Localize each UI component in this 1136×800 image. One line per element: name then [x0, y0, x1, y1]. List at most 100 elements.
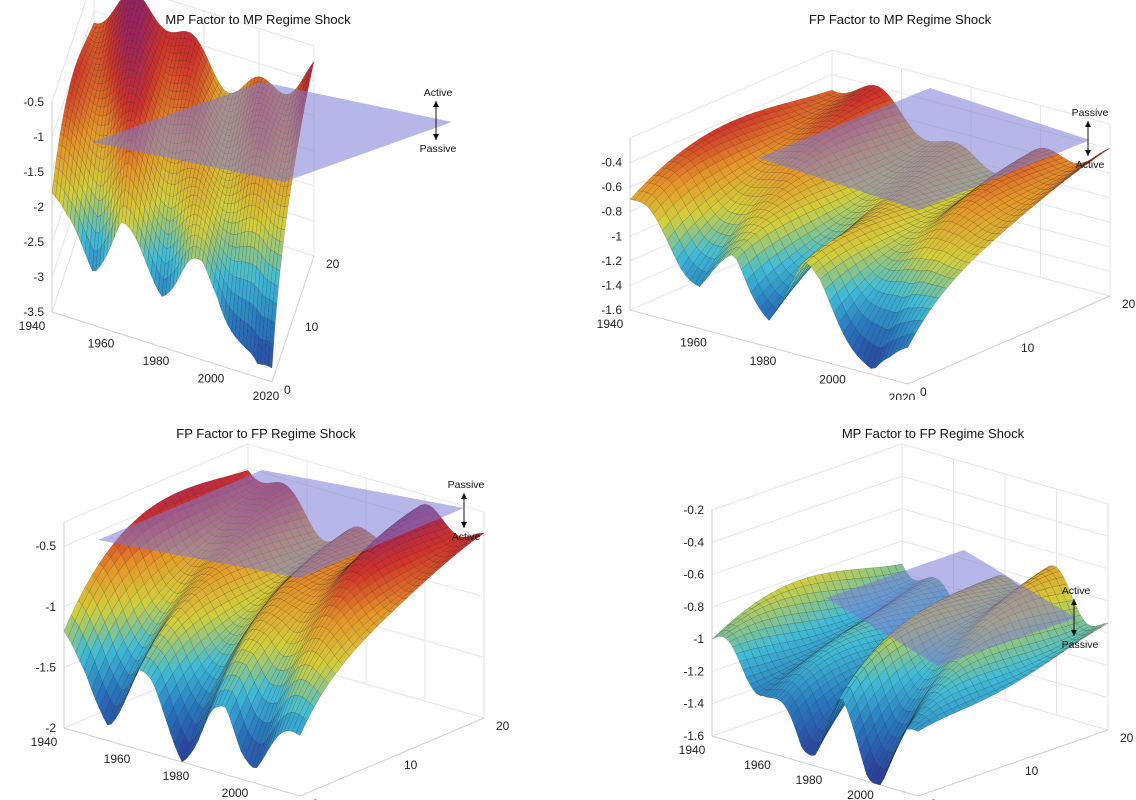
z-tick-label: -2.5	[23, 235, 44, 249]
surface-patch	[941, 277, 955, 289]
surface-chart-mp-fp: 1940196019802000202001020-1.6-1.4-1.2-1-…	[679, 426, 1134, 800]
surface-patch	[121, 0, 126, 5]
surface-patch	[1043, 187, 1056, 197]
y-axis-line	[299, 717, 485, 797]
z-tick-label: -3	[33, 270, 44, 284]
surface-patch	[309, 690, 322, 708]
surface-patch	[306, 68, 313, 82]
y-tick-label: 0	[284, 383, 291, 397]
z-tick-label: -1	[33, 130, 44, 144]
surface-mesh	[51, 0, 315, 369]
z-tick-label: -1.5	[23, 165, 44, 179]
surface-patch	[295, 717, 308, 736]
y-tick-label: 0	[312, 797, 319, 800]
surface-patch	[373, 616, 386, 627]
surface-patch	[331, 660, 343, 675]
z-tick-label: -1.4	[601, 278, 622, 292]
surface-patch	[268, 342, 274, 369]
chart-title: FP Factor to FP Regime Shock	[176, 426, 356, 441]
surface-patch	[271, 301, 278, 324]
surface-patch	[430, 566, 442, 574]
z-gridline	[51, 0, 315, 103]
z-tick-label: -0.6	[601, 180, 622, 194]
x-tick-label: 2020	[253, 389, 280, 400]
y-axis-line	[271, 255, 315, 383]
x-tick-label: 1980	[143, 354, 170, 368]
chart-title: FP Factor to MP Regime Shock	[809, 12, 992, 27]
surface-patch	[272, 284, 279, 305]
z-tick-label: -0.5	[35, 539, 56, 553]
surface-patch	[281, 217, 287, 230]
surface-patch	[1066, 169, 1080, 179]
x-tick-label: 2000	[819, 373, 846, 387]
surface-chart-fp-fp: 1940196019802000202001020-2-1.5-1-0.5FP …	[31, 426, 510, 800]
surface-patch	[274, 268, 281, 288]
surface-patch	[972, 247, 987, 256]
surface-patch	[949, 269, 963, 280]
surface-patch	[458, 543, 470, 551]
surface-patch	[308, 61, 315, 75]
chart-panel-fp-fp: 1940196019802000202001020-2-1.5-1-0.5FP …	[0, 400, 568, 800]
z-tick-label: -0.5	[23, 95, 44, 109]
surface-patch	[1019, 206, 1033, 216]
z-tick-label: -1	[45, 600, 56, 614]
x-tick-label: 2000	[222, 786, 249, 800]
x-tick-label: 1940	[19, 319, 46, 333]
surface-patch	[980, 240, 995, 248]
annotation-bottom: Passive	[420, 143, 457, 155]
threshold-plane	[92, 82, 452, 182]
y-tick-label: 10	[404, 758, 418, 772]
surface-patch	[926, 296, 940, 309]
z-tick-label: -2	[45, 721, 56, 735]
annotation-bottom: Active	[1076, 159, 1105, 171]
surface-patch	[1089, 627, 1101, 634]
surface-patch	[380, 610, 393, 620]
x-tick-label: 2020	[889, 391, 916, 400]
x-tick-label: 1940	[597, 317, 624, 331]
x-tick-label: 1980	[163, 769, 190, 783]
chart-panel-mp-mp: 1940 1960 1980 2000 2020 0 10 20 -3.5 -3 -2.5 -2 -1.…	[0, 0, 568, 400]
y-tick-label: 0	[920, 385, 927, 399]
y-tick-label: 20	[326, 257, 340, 271]
surface-patch	[934, 287, 948, 299]
z-gridline	[711, 443, 1109, 511]
y-tick-label: 20	[1122, 297, 1136, 311]
z-tick-label: -2	[33, 200, 44, 214]
x-axis-line	[711, 735, 919, 797]
z-tick-label: -3.5	[23, 305, 44, 319]
surface-patch	[902, 332, 917, 350]
arrowhead-up	[461, 493, 467, 499]
y-axis-line	[907, 295, 1111, 385]
surface-patch	[127, 0, 133, 5]
z-tick-label: -1.2	[601, 254, 622, 268]
x-tick-label: 1960	[104, 752, 131, 766]
x-axis-line	[51, 311, 273, 383]
arrowhead-down	[461, 522, 467, 528]
z-tick-label: -1.5	[35, 660, 56, 674]
surface-patch	[1003, 220, 1017, 229]
x-tick-label: 1960	[88, 337, 115, 351]
surface-patch	[995, 226, 1010, 235]
x-tick-label: 1960	[680, 336, 707, 350]
y-tick-label: 10	[305, 320, 319, 334]
chart-panel-fp-mp: 1940 1960 1980 2000 2020 0 10 20 -1.6 -1.4 -1.2 -1-…	[568, 0, 1136, 400]
chart-title: MP Factor to MP Regime Shock	[165, 12, 351, 27]
surface-patch	[324, 669, 336, 685]
surface-patch	[988, 233, 1002, 241]
surface-patch	[285, 184, 292, 197]
z-tick-label: -0.4	[601, 156, 622, 170]
surface-patch	[119, 0, 126, 12]
y-tick-label: 20	[496, 719, 510, 733]
surface-patch	[387, 604, 400, 613]
annotation-top: Passive	[448, 479, 485, 491]
z-tick-label: -0.8	[601, 205, 622, 219]
surface-patch	[345, 644, 357, 657]
arrowhead-down	[1085, 150, 1091, 156]
chart-panel-mp-fp: 1940196019802000202001020-1.6-1.4-1.2-1-…	[568, 400, 1136, 800]
threshold-plane	[98, 470, 464, 578]
z-tick-label: -1.6	[601, 303, 622, 317]
annotation-top: Passive	[1072, 107, 1109, 119]
arrowhead-up	[433, 101, 439, 107]
